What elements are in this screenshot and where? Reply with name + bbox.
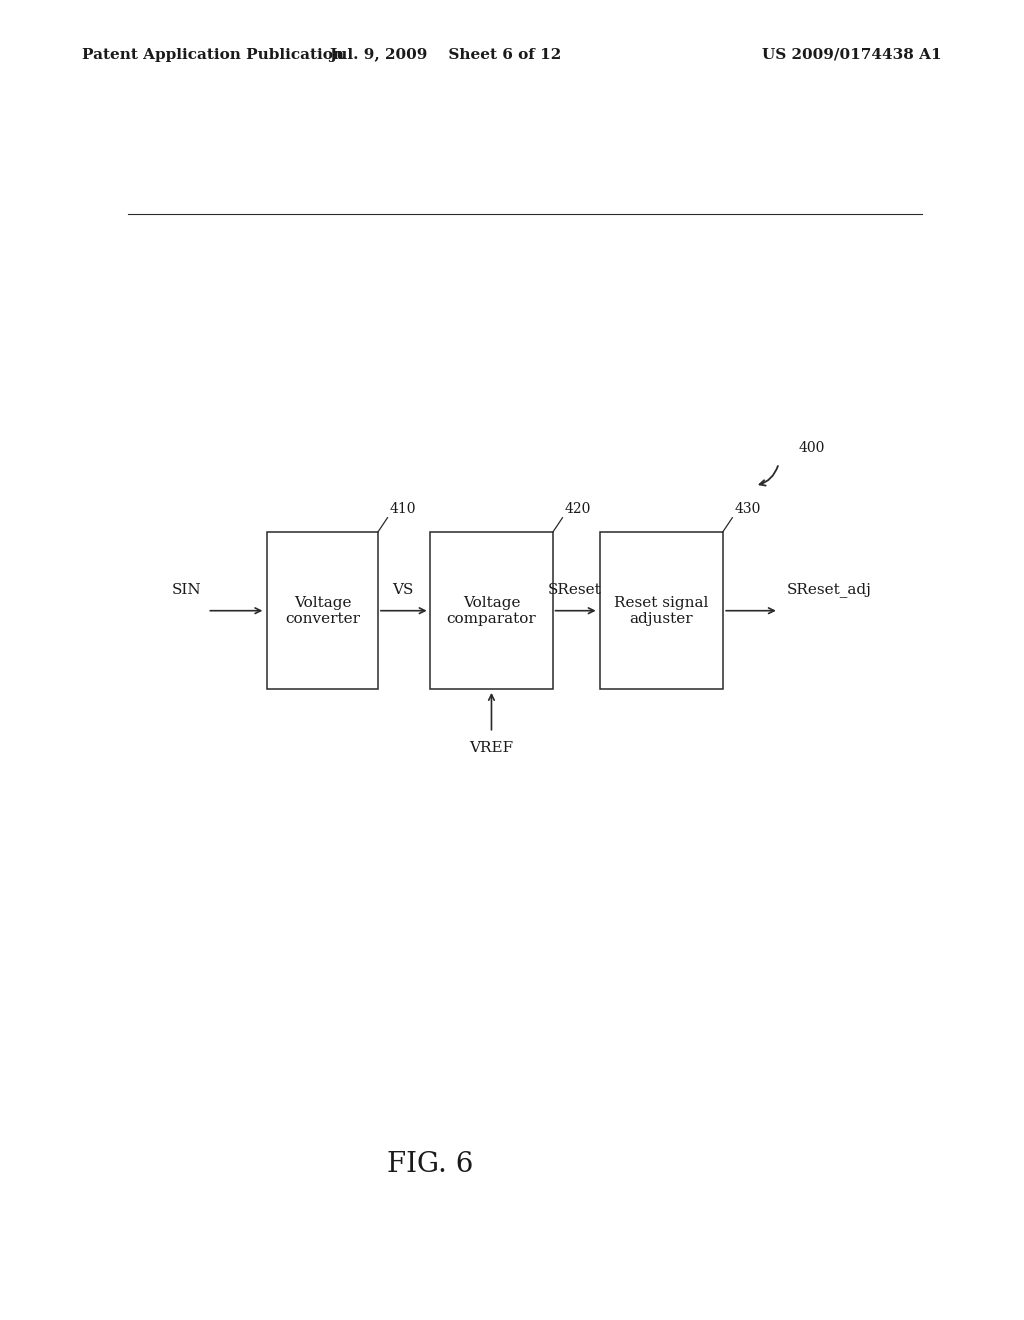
Text: Reset signal
adjuster: Reset signal adjuster	[614, 595, 709, 626]
Text: 410: 410	[390, 502, 417, 516]
Text: 420: 420	[565, 502, 591, 516]
Text: SReset: SReset	[548, 583, 602, 598]
Bar	[430, 532, 553, 689]
Text: Voltage
converter: Voltage converter	[285, 595, 359, 626]
Text: SIN: SIN	[172, 583, 202, 598]
Text: Jul. 9, 2009    Sheet 6 of 12: Jul. 9, 2009 Sheet 6 of 12	[330, 48, 561, 62]
Text: SReset_adj: SReset_adj	[786, 582, 871, 598]
Text: 430: 430	[734, 502, 761, 516]
Bar	[600, 532, 723, 689]
Text: US 2009/0174438 A1: US 2009/0174438 A1	[763, 48, 942, 62]
Text: Patent Application Publication: Patent Application Publication	[82, 48, 344, 62]
Text: VREF: VREF	[469, 741, 513, 755]
Text: VS: VS	[392, 583, 414, 598]
Text: FIG. 6: FIG. 6	[387, 1151, 473, 1177]
Bar	[267, 532, 378, 689]
Text: Voltage
comparator: Voltage comparator	[446, 595, 537, 626]
Text: 400: 400	[799, 441, 825, 455]
